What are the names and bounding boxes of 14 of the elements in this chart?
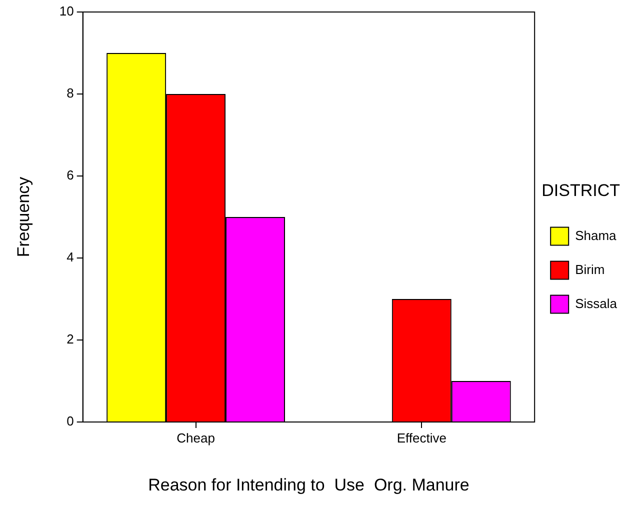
y-tick-label: 0 — [66, 414, 74, 429]
legend-label: Sissala — [575, 296, 618, 311]
y-axis-title: Frequency — [14, 176, 33, 258]
x-tick-label: Cheap — [176, 430, 215, 446]
y-tick-label: 10 — [59, 4, 74, 19]
y-tick-label: 8 — [66, 86, 74, 101]
x-tick-label: Effective — [396, 430, 446, 446]
legend-title: DISTRICT — [542, 180, 620, 200]
y-tick-label: 4 — [66, 250, 74, 265]
legend-label: Shama — [575, 228, 618, 243]
x-axis-title: Reason for Intending to Use Org. Manure — [148, 475, 470, 494]
y-tick-label: 6 — [66, 168, 74, 183]
legend-label: Birim — [575, 262, 605, 277]
y-tick-label: 2 — [66, 332, 74, 347]
